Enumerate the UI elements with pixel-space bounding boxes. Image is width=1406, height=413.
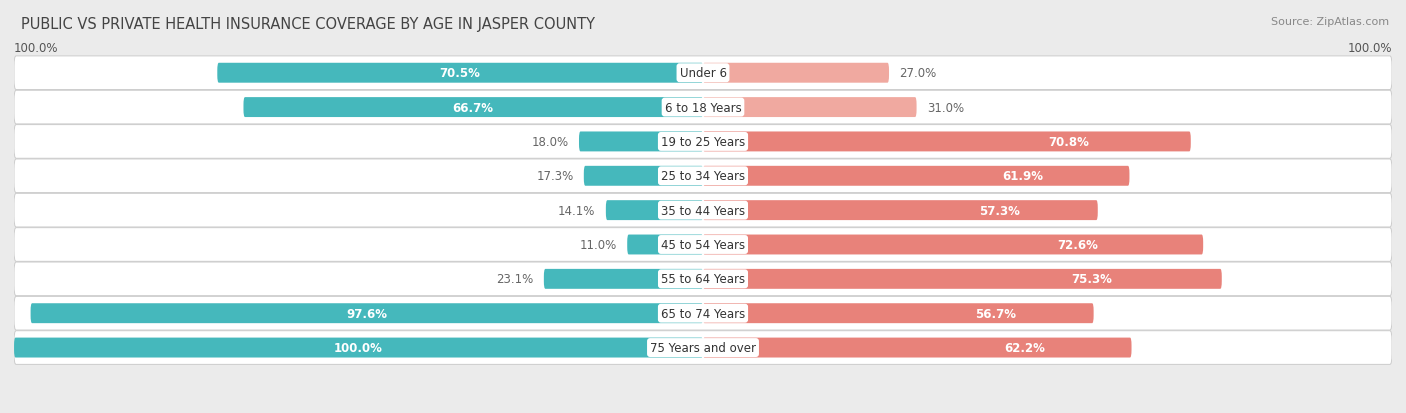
Text: 31.0%: 31.0% bbox=[927, 101, 965, 114]
Text: 100.0%: 100.0% bbox=[335, 341, 382, 354]
FancyBboxPatch shape bbox=[703, 64, 889, 83]
FancyBboxPatch shape bbox=[14, 57, 1392, 90]
Text: 57.3%: 57.3% bbox=[979, 204, 1019, 217]
FancyBboxPatch shape bbox=[703, 338, 1132, 358]
FancyBboxPatch shape bbox=[14, 297, 1392, 330]
Text: 75.3%: 75.3% bbox=[1071, 273, 1112, 286]
FancyBboxPatch shape bbox=[703, 235, 1204, 255]
Text: 72.6%: 72.6% bbox=[1057, 238, 1098, 252]
Text: 70.5%: 70.5% bbox=[440, 67, 481, 80]
Text: 35 to 44 Years: 35 to 44 Years bbox=[661, 204, 745, 217]
Text: 75 Years and over: 75 Years and over bbox=[650, 341, 756, 354]
FancyBboxPatch shape bbox=[703, 98, 917, 118]
Text: 100.0%: 100.0% bbox=[14, 43, 59, 55]
FancyBboxPatch shape bbox=[14, 331, 1392, 365]
FancyBboxPatch shape bbox=[583, 166, 703, 186]
Text: 66.7%: 66.7% bbox=[453, 101, 494, 114]
FancyBboxPatch shape bbox=[243, 98, 703, 118]
FancyBboxPatch shape bbox=[14, 262, 1392, 296]
Text: 23.1%: 23.1% bbox=[496, 273, 533, 286]
FancyBboxPatch shape bbox=[14, 194, 1392, 228]
Text: 17.3%: 17.3% bbox=[536, 170, 574, 183]
Text: 19 to 25 Years: 19 to 25 Years bbox=[661, 135, 745, 149]
FancyBboxPatch shape bbox=[544, 269, 703, 289]
FancyBboxPatch shape bbox=[606, 201, 703, 221]
Text: Source: ZipAtlas.com: Source: ZipAtlas.com bbox=[1271, 17, 1389, 26]
FancyBboxPatch shape bbox=[14, 228, 1392, 262]
FancyBboxPatch shape bbox=[579, 132, 703, 152]
Text: 62.2%: 62.2% bbox=[1004, 341, 1045, 354]
Text: 14.1%: 14.1% bbox=[558, 204, 596, 217]
Text: 45 to 54 Years: 45 to 54 Years bbox=[661, 238, 745, 252]
FancyBboxPatch shape bbox=[218, 64, 703, 83]
Text: 25 to 34 Years: 25 to 34 Years bbox=[661, 170, 745, 183]
FancyBboxPatch shape bbox=[703, 269, 1222, 289]
Text: 70.8%: 70.8% bbox=[1049, 135, 1090, 149]
Text: 100.0%: 100.0% bbox=[1347, 43, 1392, 55]
FancyBboxPatch shape bbox=[14, 91, 1392, 125]
Text: 61.9%: 61.9% bbox=[1002, 170, 1043, 183]
FancyBboxPatch shape bbox=[14, 125, 1392, 159]
FancyBboxPatch shape bbox=[31, 304, 703, 323]
Text: PUBLIC VS PRIVATE HEALTH INSURANCE COVERAGE BY AGE IN JASPER COUNTY: PUBLIC VS PRIVATE HEALTH INSURANCE COVER… bbox=[21, 17, 595, 31]
FancyBboxPatch shape bbox=[14, 159, 1392, 193]
FancyBboxPatch shape bbox=[703, 304, 1094, 323]
FancyBboxPatch shape bbox=[703, 201, 1098, 221]
Text: 65 to 74 Years: 65 to 74 Years bbox=[661, 307, 745, 320]
FancyBboxPatch shape bbox=[627, 235, 703, 255]
Text: 18.0%: 18.0% bbox=[531, 135, 568, 149]
FancyBboxPatch shape bbox=[703, 132, 1191, 152]
Text: 97.6%: 97.6% bbox=[346, 307, 387, 320]
Text: Under 6: Under 6 bbox=[679, 67, 727, 80]
Text: 27.0%: 27.0% bbox=[900, 67, 936, 80]
Text: 56.7%: 56.7% bbox=[976, 307, 1017, 320]
Text: 55 to 64 Years: 55 to 64 Years bbox=[661, 273, 745, 286]
FancyBboxPatch shape bbox=[703, 166, 1129, 186]
Text: 11.0%: 11.0% bbox=[579, 238, 617, 252]
FancyBboxPatch shape bbox=[14, 338, 703, 358]
Text: 6 to 18 Years: 6 to 18 Years bbox=[665, 101, 741, 114]
